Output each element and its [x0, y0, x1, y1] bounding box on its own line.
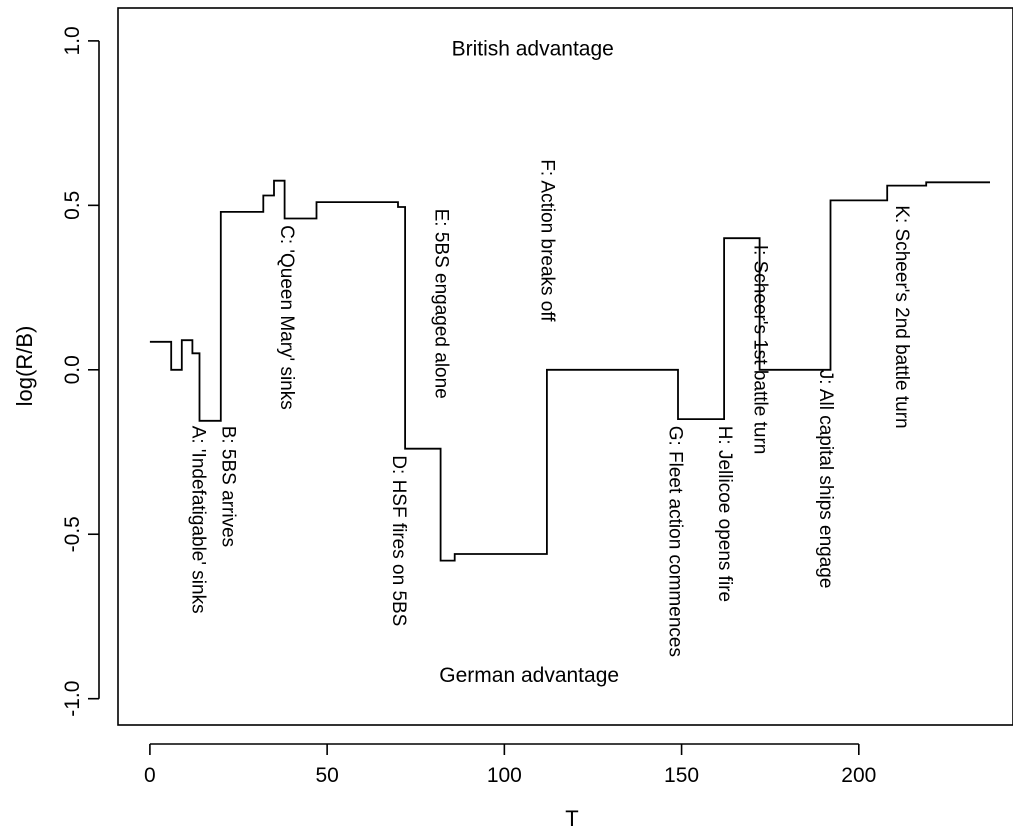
x-tick-label: 200 [841, 764, 876, 787]
event-annotation: J: All capital ships engage [815, 370, 836, 589]
series-lines [149, 179, 990, 562]
event-annotation: G: Fleet action commences [664, 426, 685, 657]
y-tick-label: 0.5 [61, 191, 84, 220]
event-annotation: E: 5BS engaged alone [430, 209, 451, 399]
axes: 0 50 100 150 200 -1.0 -0.5 0.0 0.5 1.0 [61, 26, 876, 787]
event-annotation: I: Scheer's 1st battle turn [749, 245, 770, 455]
x-tick-label: 0 [144, 764, 156, 787]
y-tick-label: 1.0 [61, 26, 84, 55]
event-annotation: B: 5BS arrives [218, 426, 239, 547]
x-axis-title: T [565, 806, 578, 831]
x-tick-label: 50 [315, 764, 338, 787]
y-axis-title: log(R/B) [12, 326, 37, 407]
region-label: British advantage [452, 38, 614, 61]
y-tick-label: -0.5 [61, 516, 84, 552]
event-annotation: F: Action breaks off [537, 159, 558, 322]
y-tick-label: -1.0 [61, 681, 84, 717]
plot-frame [117, 7, 1013, 726]
event-annotation: C: 'Queen Mary' sinks [276, 225, 297, 410]
event-annotation: A: 'Indefatigable' sinks [188, 426, 209, 614]
event-annotation: D: HSF fires on 5BS [388, 455, 409, 626]
chart-labels: British advantage German advantage A: 'Ind… [188, 38, 913, 688]
x-tick-label: 150 [664, 764, 699, 787]
event-annotation: K: Scheer's 2nd battle turn [891, 205, 912, 428]
region-label: German advantage [439, 664, 619, 687]
x-tick-label: 100 [487, 764, 522, 787]
y-tick-label: 0.0 [61, 355, 84, 384]
event-annotation: H: Jellicoe opens fire [714, 426, 735, 602]
series-line [149, 179, 990, 562]
